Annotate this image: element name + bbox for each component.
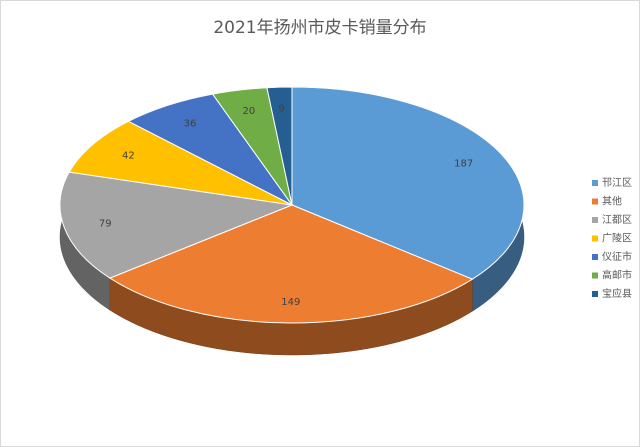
legend-swatch: [592, 272, 598, 279]
legend-swatch: [592, 198, 598, 205]
chart-title: 2021年扬州市皮卡销量分布: [213, 18, 426, 38]
legend-swatch: [592, 217, 598, 223]
data-label: 79: [99, 219, 112, 230]
slice: [68, 120, 293, 206]
legend-label: 江都区: [602, 214, 632, 226]
data-label: 149: [281, 297, 300, 308]
data-label: 42: [122, 151, 135, 162]
legend-label: 广陵区: [602, 233, 632, 245]
slice: [59, 171, 294, 279]
legend-swatch: [592, 180, 598, 186]
data-label: 36: [184, 118, 197, 129]
slice: [266, 86, 293, 206]
legend-label: 高邮市: [602, 269, 632, 282]
data-labels: 187 149 79 42 36 20 9: [99, 103, 473, 307]
legend-swatch: [592, 291, 598, 297]
legend-swatch: [592, 235, 598, 242]
legend-label: 邗江区: [602, 177, 632, 189]
legend-label: 其他: [602, 195, 622, 208]
pie-tops: [59, 86, 525, 324]
legend-label: 宝应县: [602, 287, 632, 300]
slice: [291, 86, 525, 280]
legend-swatch: [592, 254, 598, 260]
legend-label: 仪征市: [602, 250, 632, 263]
data-label: 9: [279, 103, 285, 114]
data-label: 187: [454, 158, 473, 169]
data-label: 20: [243, 106, 256, 117]
slice: [108, 204, 474, 324]
